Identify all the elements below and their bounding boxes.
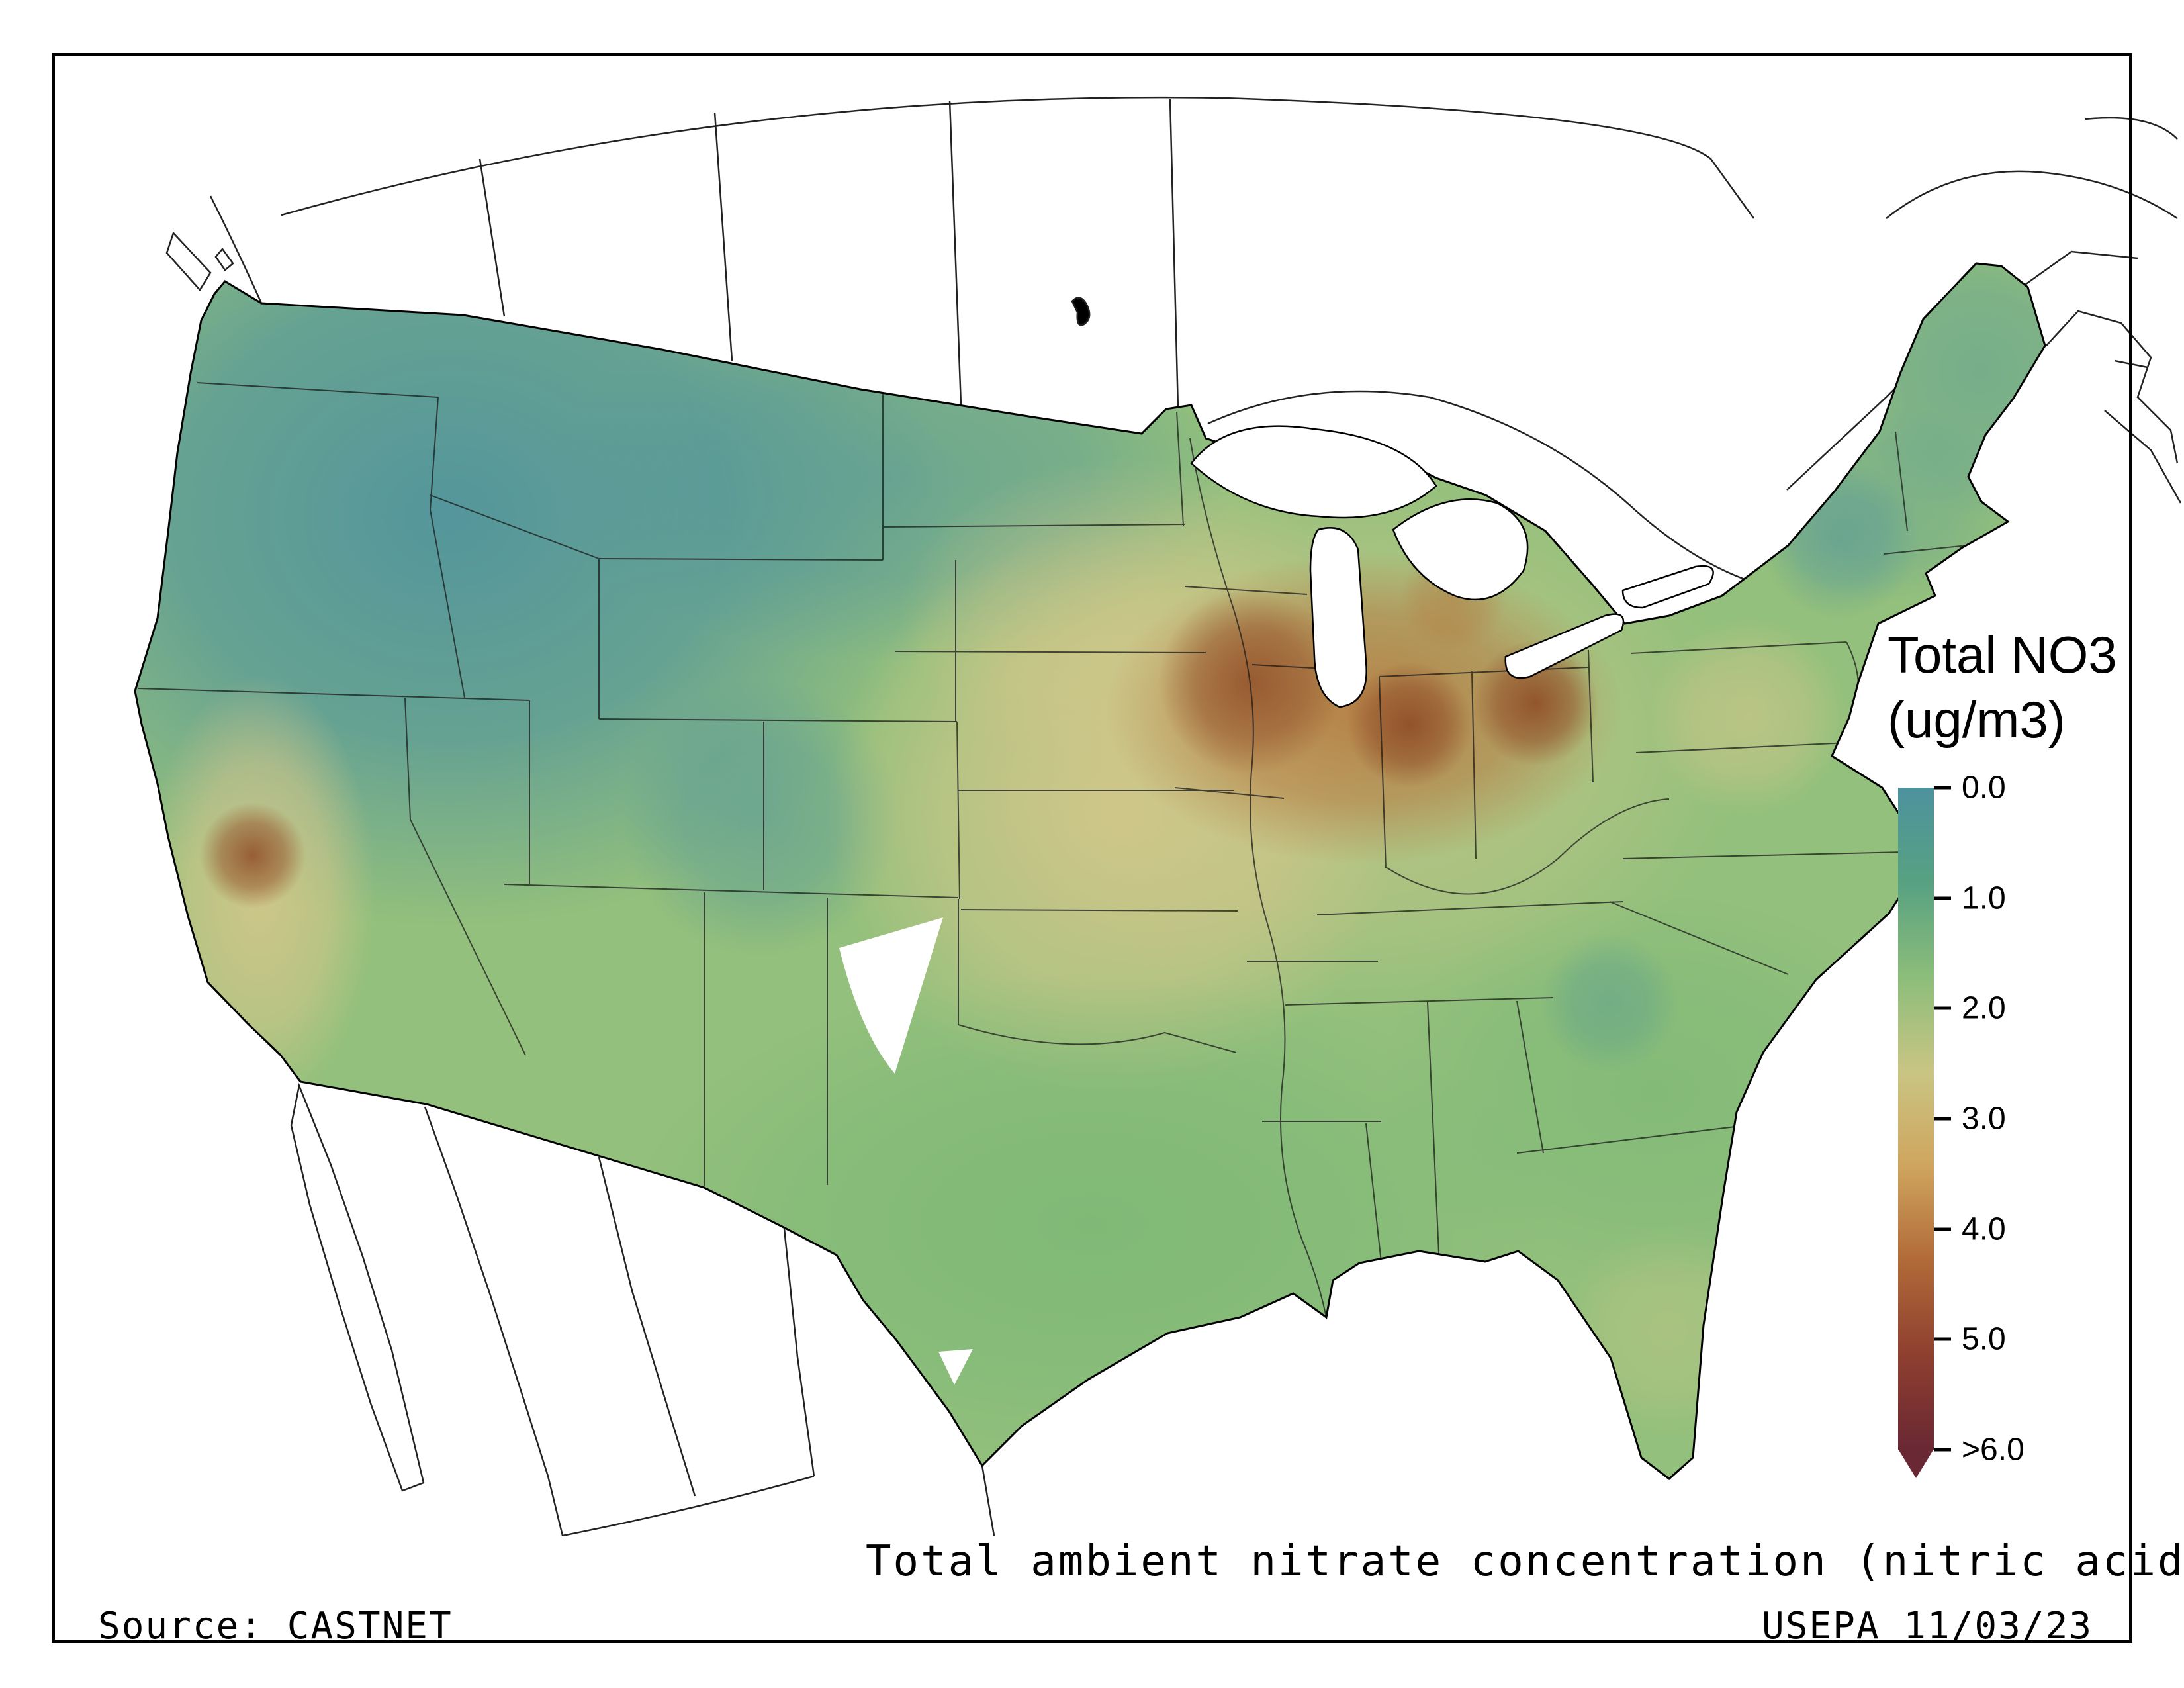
tick-mark bbox=[1934, 1448, 1951, 1452]
legend-tick: 3.0 bbox=[1934, 1101, 2006, 1137]
legend-title-block: Total NO3 (ug/m3) bbox=[1888, 622, 2117, 752]
legend-units: (ug/m3) bbox=[1888, 690, 2066, 749]
tick-label-1: 1.0 bbox=[1962, 880, 2006, 916]
tick-label-0: 0.0 bbox=[1962, 770, 2006, 806]
hotspot-california bbox=[200, 802, 306, 908]
figure-caption: Total ambient nitrate concentration (nit… bbox=[866, 1537, 2184, 1586]
legend-tick: 5.0 bbox=[1934, 1321, 2006, 1358]
tick-mark bbox=[1934, 1006, 1951, 1010]
state-borders bbox=[137, 382, 1981, 1318]
no-data-notch-texas bbox=[938, 1349, 973, 1385]
tick-label-5: 5.0 bbox=[1962, 1321, 2006, 1357]
legend-tick: >6.0 bbox=[1934, 1432, 2025, 1468]
legend-tick: 0.0 bbox=[1934, 770, 2006, 806]
tick-mark bbox=[1934, 1337, 1951, 1341]
lake-erie bbox=[1504, 613, 1625, 679]
hotspot-indiana bbox=[1347, 662, 1473, 788]
greenzone-southeast bbox=[1377, 894, 1933, 1291]
tick-mark bbox=[1934, 1227, 1951, 1231]
colorbar-gradient bbox=[1898, 788, 1934, 1450]
lowzone-vermont bbox=[1754, 404, 2019, 602]
tick-mark bbox=[1934, 786, 1951, 790]
mexico-outline bbox=[290, 1082, 995, 1537]
tick-label-4: 4.0 bbox=[1962, 1211, 2006, 1247]
lake-ontario bbox=[1621, 565, 1714, 609]
lake-michigan bbox=[1309, 527, 1367, 708]
legend-tick: 2.0 bbox=[1934, 990, 2006, 1027]
no-data-region bbox=[839, 917, 943, 1074]
colorbar-legend: 0.0 1.0 2.0 3.0 4.0 5.0 >6.0 bbox=[1898, 771, 2097, 1478]
legend-title: Total NO3 bbox=[1888, 626, 2117, 684]
legend-tick: 4.0 bbox=[1934, 1211, 2006, 1248]
legend-tick: 1.0 bbox=[1934, 880, 2006, 917]
lowzone-colorado bbox=[622, 679, 900, 957]
tick-label-6: >6.0 bbox=[1962, 1432, 2025, 1468]
midzone-pennsylvania bbox=[1649, 617, 1848, 816]
colorbar-arrow bbox=[1898, 1449, 1934, 1478]
tick-label-3: 3.0 bbox=[1962, 1101, 2006, 1137]
tick-mark bbox=[1934, 896, 1951, 900]
lake-superior bbox=[1190, 425, 1437, 519]
lake-huron bbox=[1392, 498, 1529, 601]
source-label: Source: CASTNET bbox=[98, 1605, 453, 1648]
us-border bbox=[134, 262, 2046, 1480]
agency-date-label: USEPA 11/03/23 bbox=[1762, 1605, 2093, 1648]
tick-mark bbox=[1934, 1117, 1951, 1121]
great-lakes bbox=[1190, 425, 1714, 708]
tick-label-2: 2.0 bbox=[1962, 990, 2006, 1026]
hotspot-illinois-iowa bbox=[1158, 589, 1343, 774]
